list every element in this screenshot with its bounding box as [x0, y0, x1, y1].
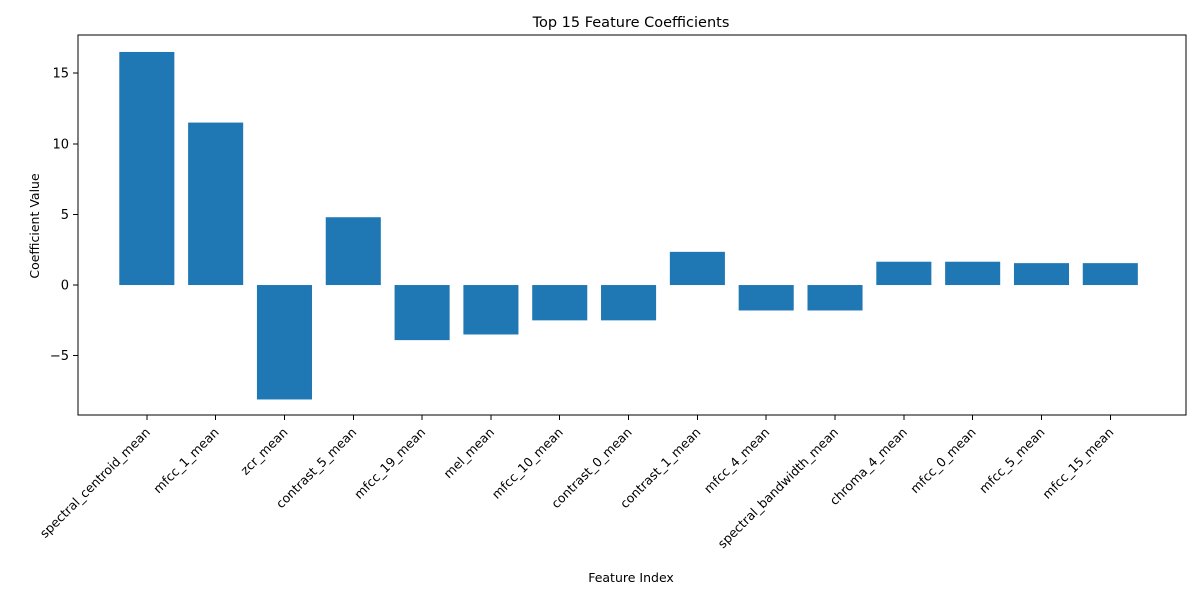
bar-contrast-0-mean: [601, 285, 657, 321]
x-tick-label: mfcc_19_mean: [351, 425, 428, 502]
bar-mfcc-10-mean: [532, 285, 588, 321]
bar-mfcc-5-mean: [1013, 263, 1070, 286]
bar-mfcc-0-mean: [945, 261, 1001, 286]
y-axis-label: Coefficient Value: [27, 173, 42, 279]
y-tick-label: −5: [50, 349, 69, 364]
plot-frame: [77, 34, 1187, 416]
x-tick-label: mfcc_4_mean: [701, 425, 773, 497]
x-tick-label: mfcc_10_mean: [489, 425, 566, 502]
bar-spectral-centroid-mean: [119, 51, 175, 286]
x-tick-label: mfcc_5_mean: [976, 425, 1048, 497]
y-tick-label: 5: [61, 208, 69, 223]
x-axis-label: Feature Index: [588, 570, 674, 585]
y-tick-label: 0: [61, 279, 69, 294]
x-tick-label: spectral_bandwidth_mean: [715, 425, 842, 552]
bar-mfcc-4-mean: [738, 285, 794, 311]
bar-mfcc-1-mean: [188, 122, 244, 286]
bar-mel-mean: [463, 285, 519, 335]
bar-chroma-4-mean: [876, 261, 932, 286]
x-tick-label: zcr_mean: [237, 425, 290, 478]
bars-layer: [119, 51, 1138, 400]
bar-mfcc-15-mean: [1082, 263, 1138, 286]
x-tick-label: mfcc_1_mean: [150, 425, 222, 497]
y-tick-label: 15: [52, 67, 69, 82]
x-tick-label: mfcc_15_mean: [1039, 425, 1116, 502]
x-tick-label: mel_mean: [440, 425, 497, 482]
chart-title: Top 15 Feature Coefficients: [532, 15, 730, 31]
bar-zcr-mean: [256, 285, 312, 400]
bar-contrast-1-mean: [669, 251, 725, 286]
bar-spectral-bandwidth-mean: [807, 285, 863, 311]
x-tick-label: spectral_centroid_mean: [37, 425, 153, 541]
y-axis: −5 0 5 10 15: [50, 67, 78, 364]
y-tick-label: 10: [52, 137, 69, 152]
x-tick-label: mfcc_0_mean: [907, 425, 979, 497]
bar-contrast-5-mean: [325, 217, 381, 286]
bar-mfcc-19-mean: [394, 285, 450, 341]
